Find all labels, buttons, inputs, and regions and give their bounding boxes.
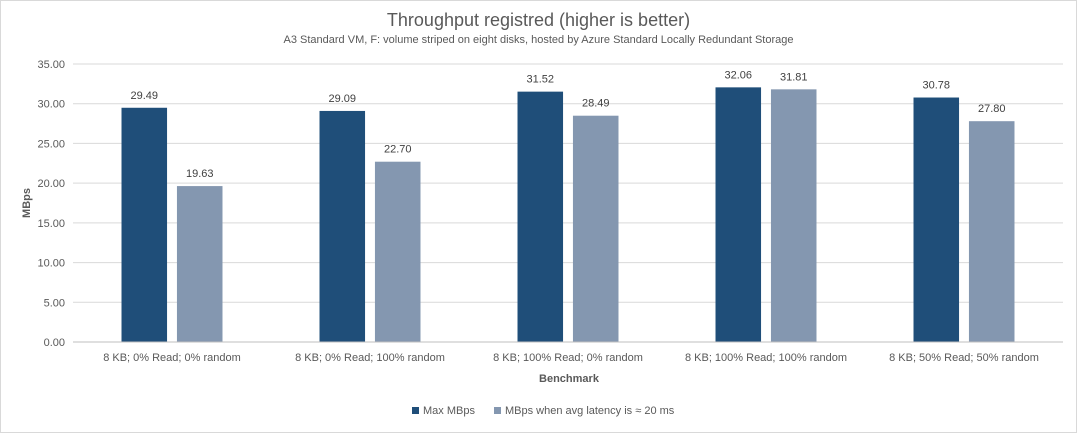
y-tick-label: 10.00 — [37, 258, 65, 270]
data-label: 28.49 — [582, 98, 610, 110]
y-tick-label: 5.00 — [44, 297, 65, 309]
legend-label: Max MBps — [423, 405, 475, 417]
x-tick-label: 8 KB; 50% Read; 50% random — [889, 352, 1039, 364]
y-axis: 0.00 5.00 10.00 15.00 20.00 25.00 30.00 35.00 — [37, 59, 65, 349]
legend: Max MBps MBps when avg latency is ≈ 20 ms — [412, 405, 675, 417]
legend-swatch — [412, 407, 419, 414]
bars: 29.49 19.63 29.09 22.70 31.52 28.49 32.06 31.81… — [121, 69, 1015, 343]
y-tick-label: 0.00 — [44, 337, 65, 349]
data-label: 30.78 — [923, 80, 951, 92]
x-axis-label: Benchmark — [539, 373, 600, 385]
x-tick-label: 8 KB; 100% Read; 100% random — [685, 352, 847, 364]
chart-subtitle: A3 Standard VM, F: volume striped on eig… — [283, 34, 794, 46]
legend-swatch — [494, 407, 501, 414]
data-label: 29.09 — [329, 93, 357, 105]
chart-title: Throughput registred (higher is better) — [386, 10, 691, 30]
y-tick-label: 20.00 — [37, 178, 65, 190]
data-label: 19.63 — [186, 168, 214, 180]
bar — [572, 115, 619, 342]
y-tick-label: 35.00 — [37, 59, 65, 71]
data-label: 32.06 — [725, 69, 753, 81]
bar — [176, 186, 223, 342]
bar — [968, 121, 1015, 342]
data-label: 22.70 — [384, 144, 412, 156]
bar — [319, 110, 366, 342]
bar — [517, 91, 564, 342]
bar — [715, 87, 762, 343]
data-label: 31.52 — [527, 74, 555, 86]
bar — [913, 97, 960, 342]
x-tick-label: 8 KB; 100% Read; 0% random — [493, 352, 643, 364]
x-axis: 8 KB; 0% Read; 0% random 8 KB; 0% Read; 1… — [73, 341, 1063, 364]
legend-label: MBps when avg latency is ≈ 20 ms — [505, 405, 675, 417]
bar — [374, 161, 421, 342]
y-tick-label: 25.00 — [37, 138, 65, 150]
y-tick-label: 30.00 — [37, 99, 65, 111]
data-label: 31.81 — [780, 71, 808, 83]
data-label: 27.80 — [978, 103, 1006, 115]
x-tick-label: 8 KB; 0% Read; 0% random — [103, 352, 241, 364]
bar — [770, 89, 817, 343]
bar — [121, 107, 168, 343]
data-label: 29.49 — [131, 90, 159, 102]
x-tick-label: 8 KB; 0% Read; 100% random — [295, 352, 445, 364]
y-axis-label: MBps — [21, 188, 33, 218]
y-tick-label: 15.00 — [37, 218, 65, 230]
